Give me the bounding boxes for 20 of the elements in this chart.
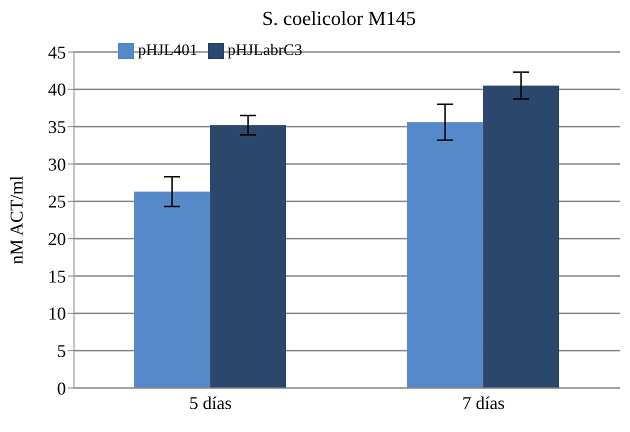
y-axis-title: nM ACT/ml: [6, 176, 26, 264]
y-tick-label: 40: [48, 80, 66, 100]
x-tick-label: 7 días: [462, 392, 505, 413]
bar: [134, 192, 210, 388]
legend-label: pHJLabrC3: [228, 42, 302, 59]
legend-label: pHJL401: [138, 42, 198, 59]
bar: [407, 122, 484, 388]
y-tick-label: 30: [48, 154, 66, 174]
y-tick-label: 35: [48, 117, 66, 138]
y-tick-label: 45: [48, 42, 66, 62]
y-tick-label: 10: [48, 304, 66, 324]
y-tick-label: 5: [57, 341, 66, 362]
y-tick-label: 15: [48, 266, 66, 286]
bar: [210, 125, 286, 388]
x-tick-label: 5 días: [189, 392, 232, 413]
y-tick-label: 25: [48, 192, 66, 212]
y-tick-label: 20: [48, 229, 66, 250]
bar: [483, 86, 560, 388]
chart-title: S. coelicolor M145: [261, 8, 417, 31]
y-tick-label: 0: [57, 378, 66, 398]
